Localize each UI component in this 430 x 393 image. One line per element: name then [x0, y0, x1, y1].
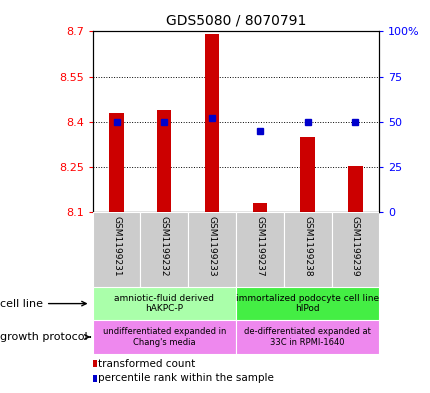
Text: percentile rank within the sample: percentile rank within the sample: [98, 373, 273, 383]
Bar: [236, 287, 378, 320]
Text: GSM1199237: GSM1199237: [255, 216, 264, 277]
Bar: [92, 212, 140, 287]
Bar: [92, 320, 236, 354]
Text: cell line: cell line: [0, 299, 86, 309]
Title: GDS5080 / 8070791: GDS5080 / 8070791: [166, 13, 305, 28]
Text: GSM1199231: GSM1199231: [112, 216, 121, 277]
Text: undifferentiated expanded in
Chang's media: undifferentiated expanded in Chang's med…: [102, 327, 225, 347]
Bar: [157, 110, 171, 212]
Text: GSM1199233: GSM1199233: [207, 216, 216, 277]
Bar: [283, 212, 331, 287]
Bar: [331, 212, 378, 287]
Text: amniotic-fluid derived
hAKPC-P: amniotic-fluid derived hAKPC-P: [114, 294, 214, 313]
Bar: [236, 320, 378, 354]
Bar: [92, 360, 97, 367]
Bar: [347, 165, 362, 212]
Bar: [92, 287, 236, 320]
Text: GSM1199232: GSM1199232: [160, 216, 169, 276]
Text: immortalized podocyte cell line
hlPod: immortalized podocyte cell line hlPod: [236, 294, 378, 313]
Bar: [300, 137, 314, 212]
Bar: [109, 113, 123, 212]
Text: growth protocol: growth protocol: [0, 332, 90, 342]
Text: de-differentiated expanded at
33C in RPMI-1640: de-differentiated expanded at 33C in RPM…: [244, 327, 370, 347]
Bar: [92, 375, 97, 382]
Bar: [252, 203, 267, 212]
Bar: [204, 35, 219, 212]
Text: GSM1199238: GSM1199238: [302, 216, 311, 277]
Text: GSM1199239: GSM1199239: [350, 216, 359, 277]
Bar: [188, 212, 236, 287]
Bar: [140, 212, 188, 287]
Text: transformed count: transformed count: [98, 358, 195, 369]
Bar: [236, 212, 283, 287]
